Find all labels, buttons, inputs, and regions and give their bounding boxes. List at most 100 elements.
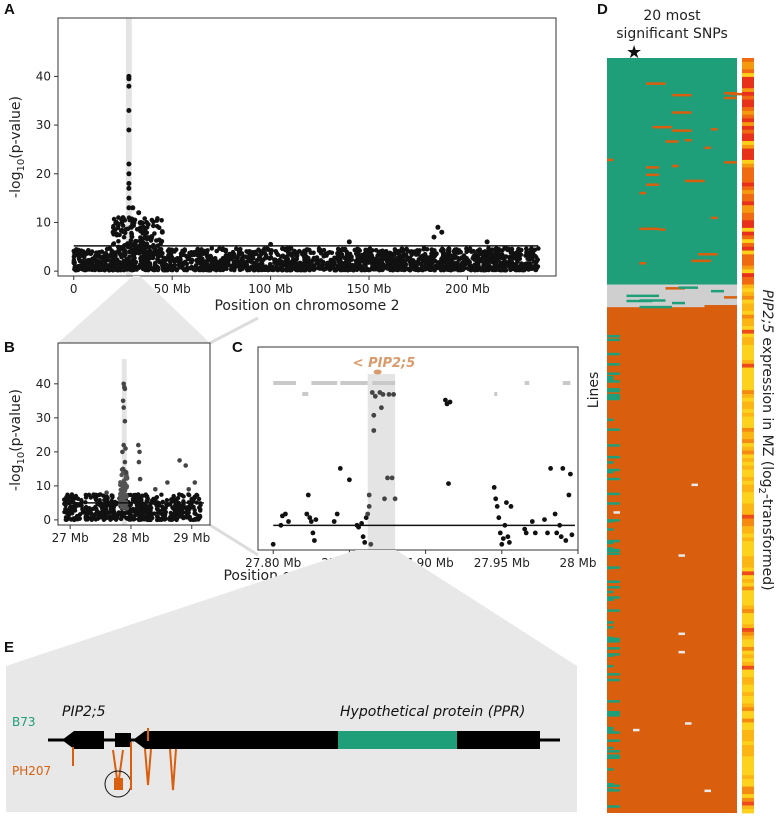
background-snp-point (464, 256, 469, 261)
background-snp-point (105, 511, 111, 516)
background-snp-point (164, 262, 170, 268)
background-snp-point (384, 266, 390, 271)
background-snp-point (182, 260, 188, 265)
background-snp-point (66, 509, 71, 514)
background-snp-point (511, 255, 517, 261)
background-snp-point (118, 516, 124, 522)
expression-cell (742, 193, 754, 199)
background-snp-point (399, 255, 405, 260)
background-snp-point (166, 247, 172, 252)
snp-point (504, 500, 509, 505)
background-snp-point (342, 255, 347, 261)
expression-cell (742, 65, 754, 70)
background-snp-point (88, 495, 94, 500)
background-snp-point (192, 508, 197, 513)
b73-allele-cell (607, 389, 620, 393)
expression-cell (742, 695, 754, 701)
background-snp-point (94, 511, 99, 516)
mixed-allele-cell (626, 294, 659, 298)
background-snp-point (456, 267, 461, 273)
expression-cell (742, 137, 754, 142)
background-snp-point (278, 259, 284, 265)
expression-cell (742, 212, 754, 217)
expression-cell (742, 688, 754, 693)
expression-cell (742, 556, 754, 561)
background-snp-point (93, 492, 99, 497)
expression-cell (742, 578, 754, 584)
background-snp-point (132, 240, 138, 245)
b73-allele-cell (607, 805, 620, 808)
background-snp-point (148, 514, 154, 519)
snp-point (368, 541, 374, 547)
background-snp-point (250, 255, 256, 260)
background-snp-point (504, 263, 510, 268)
expression-cell (742, 643, 754, 648)
background-snp-point (207, 267, 213, 273)
background-snp-point (124, 515, 129, 521)
background-snp-point (138, 256, 143, 261)
snp-point (177, 458, 182, 463)
background-snp-point (272, 260, 277, 266)
b73-allele-cell (607, 397, 620, 401)
y-axis-title: -log10(p-value) (8, 389, 27, 491)
snp-point (130, 205, 136, 211)
background-snp-point (177, 514, 183, 519)
expression-cell (742, 752, 754, 757)
expression-cell (742, 480, 754, 485)
x-tick-label: 29 Mb (173, 531, 210, 545)
expression-cell (742, 797, 754, 803)
background-snp-point (321, 247, 327, 253)
background-snp-point (170, 517, 175, 522)
background-snp-point (363, 263, 368, 269)
snp-point (136, 210, 142, 216)
background-snp-point (111, 223, 116, 229)
expression-cell (742, 246, 754, 251)
background-snp-point (496, 253, 502, 258)
y-tick-label: 40 (36, 69, 51, 83)
expression-cell (742, 114, 754, 119)
b73-allele-cell (607, 746, 614, 750)
background-snp-point (237, 259, 243, 265)
expression-cell (742, 767, 754, 772)
background-snp-point (472, 264, 477, 269)
background-snp-point (497, 267, 502, 273)
expression-cell (742, 329, 754, 334)
background-snp-point (380, 266, 386, 272)
background-snp-point (159, 492, 164, 497)
background-snp-point (267, 265, 272, 270)
x-axis-title: Position on chromosome 2 (214, 298, 399, 314)
background-snp-point (231, 267, 237, 273)
background-snp-point (521, 262, 526, 268)
background-snp-point (131, 220, 137, 225)
background-snp-point (320, 259, 326, 265)
background-snp-point (145, 235, 151, 240)
manhattan-chromosome-2: 0 50 Mb 100 Mb 150 Mb 200 Mb 0 10 20 30 40 Positi… (8, 17, 557, 314)
background-snp-point (405, 248, 411, 254)
snp-point (522, 526, 528, 532)
background-snp-point (280, 246, 285, 252)
plot-frame (257, 346, 579, 551)
background-snp-point (116, 239, 121, 244)
background-snp-point (535, 257, 540, 263)
background-snp-point (140, 516, 146, 522)
background-snp-point (284, 254, 290, 259)
ph207-allele-cell (639, 261, 646, 265)
b73-allele-cell (607, 729, 614, 732)
missing-allele-cell (678, 632, 685, 636)
background-snp-point (172, 262, 177, 268)
expression-cell (742, 371, 754, 376)
background-snp-point (428, 267, 434, 272)
b73-allele-cell (607, 492, 620, 496)
background-snp-point (533, 267, 538, 272)
y-tick-label: 20 (36, 167, 51, 181)
b73-allele-cell (607, 756, 620, 759)
background-snp-point (110, 493, 115, 498)
expression-cell (742, 756, 754, 761)
snp-point (496, 515, 502, 521)
expression-cell (742, 363, 754, 368)
background-points (61, 467, 203, 523)
snp-point (136, 442, 141, 448)
ph207-allele-cell (724, 91, 737, 95)
background-snp-point (113, 262, 119, 268)
